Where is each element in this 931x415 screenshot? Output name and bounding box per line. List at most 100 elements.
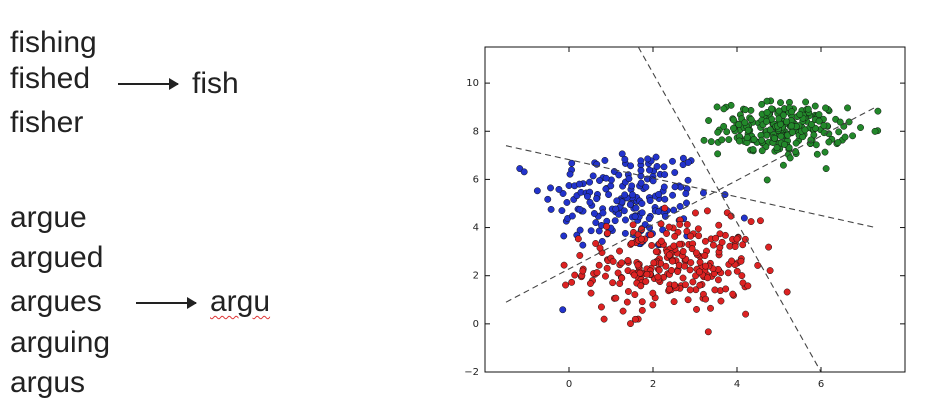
data-point	[777, 132, 785, 140]
data-point	[560, 261, 568, 269]
data-point	[720, 122, 728, 130]
data-point	[619, 307, 627, 315]
data-point	[560, 232, 568, 240]
data-point	[670, 206, 678, 214]
data-point	[739, 241, 747, 249]
data-point	[758, 136, 766, 144]
data-point	[583, 193, 591, 200]
data-point	[652, 248, 660, 256]
data-point	[649, 177, 657, 185]
data-point	[695, 268, 703, 276]
data-point	[533, 187, 541, 195]
data-point	[704, 274, 712, 282]
data-point	[754, 261, 762, 269]
data-point	[725, 136, 733, 144]
data-point	[602, 272, 609, 280]
data-point	[657, 237, 665, 245]
data-point	[763, 131, 771, 139]
data-point	[729, 290, 737, 298]
data-point	[705, 117, 713, 124]
data-point	[559, 190, 567, 197]
data-point	[621, 155, 629, 163]
data-point	[624, 257, 632, 264]
data-point	[714, 128, 722, 136]
data-point	[593, 195, 601, 203]
data-point	[571, 271, 579, 279]
data-point	[815, 117, 823, 125]
data-point	[683, 221, 691, 228]
data-point	[741, 106, 749, 114]
data-point	[660, 183, 668, 191]
data-point	[722, 285, 730, 293]
data-point	[686, 266, 694, 274]
word-argued: argued	[10, 241, 104, 274]
data-point	[807, 136, 815, 144]
data-point	[694, 225, 702, 233]
data-point	[648, 241, 656, 249]
data-point	[783, 288, 791, 296]
data-point	[671, 281, 678, 289]
data-point	[717, 297, 725, 305]
data-point	[716, 230, 724, 238]
y-tick-label: 0	[473, 319, 479, 330]
data-point	[758, 100, 766, 108]
data-point	[765, 243, 773, 251]
data-point	[682, 190, 690, 198]
data-point	[586, 280, 594, 287]
data-point	[693, 305, 700, 313]
data-point	[781, 141, 788, 148]
data-point	[628, 182, 636, 190]
data-point	[724, 269, 732, 277]
data-point	[612, 294, 620, 302]
data-point	[758, 147, 766, 155]
data-point	[696, 281, 704, 289]
data-point	[715, 221, 723, 229]
data-point	[597, 303, 605, 311]
data-point	[668, 266, 675, 274]
data-point	[649, 289, 657, 297]
data-point	[618, 274, 626, 282]
data-point	[714, 150, 722, 158]
data-point	[822, 104, 829, 112]
data-point	[568, 212, 576, 220]
data-point	[718, 136, 726, 144]
data-point	[822, 165, 830, 173]
data-point	[618, 259, 626, 267]
data-point	[598, 237, 606, 245]
data-point	[808, 121, 815, 128]
data-point	[586, 178, 594, 186]
data-point	[645, 215, 653, 223]
data-point	[788, 128, 796, 136]
data-point	[642, 183, 650, 191]
data-point	[665, 251, 673, 259]
data-point	[652, 153, 660, 161]
data-point	[775, 107, 783, 115]
data-point	[643, 270, 651, 278]
data-point	[670, 298, 678, 306]
data-point	[684, 176, 692, 184]
data-point	[579, 241, 587, 249]
data-point	[687, 232, 694, 240]
data-point	[849, 132, 857, 140]
data-point	[683, 199, 690, 207]
data-point	[579, 267, 587, 275]
data-point	[743, 134, 751, 142]
data-point	[616, 247, 623, 255]
data-point	[692, 249, 700, 257]
x-tick-label: 2	[650, 379, 656, 390]
data-point	[568, 159, 576, 167]
data-point	[602, 185, 610, 193]
data-point	[871, 127, 879, 135]
data-point	[644, 155, 652, 163]
data-point	[596, 244, 604, 252]
data-point	[720, 105, 728, 113]
data-point	[665, 285, 673, 293]
decision-boundary	[637, 46, 822, 373]
data-point	[679, 154, 687, 162]
data-point	[609, 258, 617, 265]
data-point	[586, 198, 594, 206]
data-point	[589, 172, 597, 180]
data-point	[547, 184, 554, 192]
data-point	[631, 291, 639, 299]
data-point	[632, 204, 640, 212]
